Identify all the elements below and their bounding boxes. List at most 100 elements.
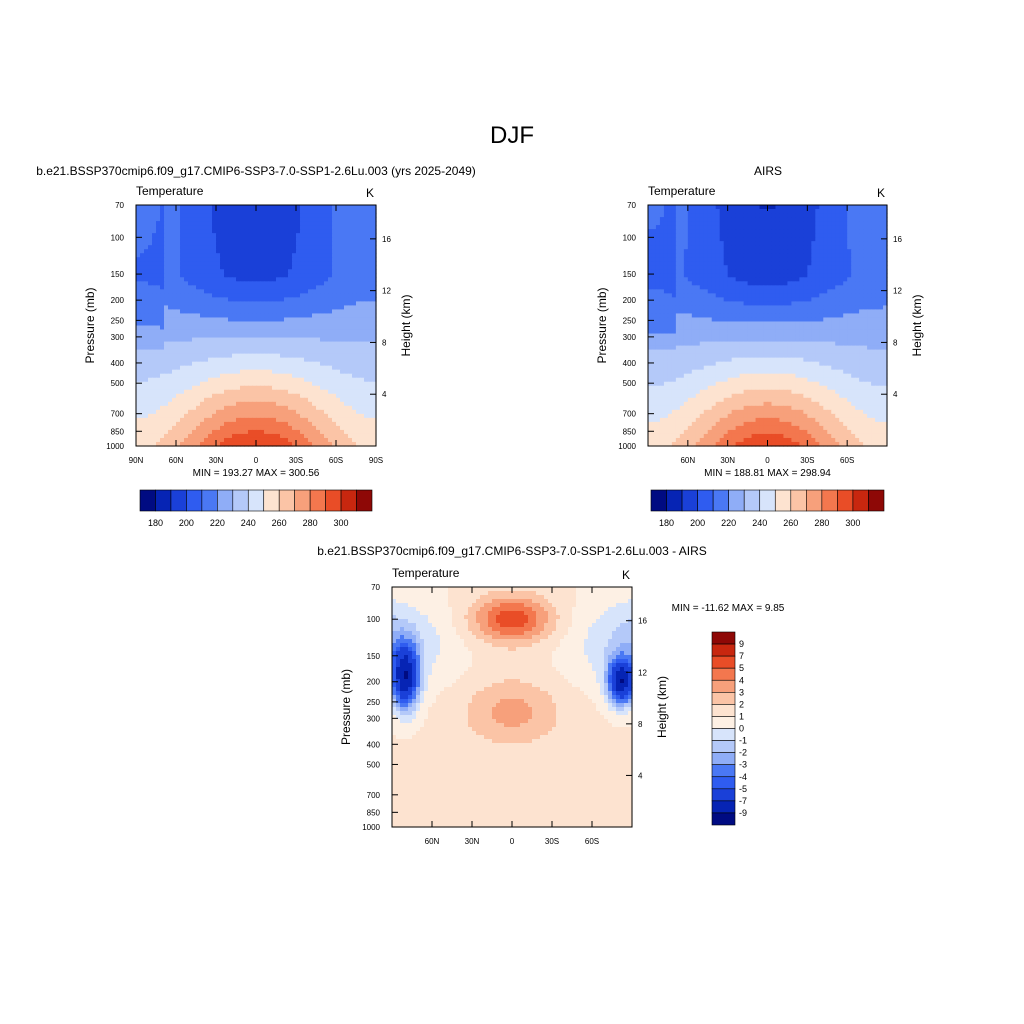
field-cell xyxy=(172,333,177,339)
field-cell xyxy=(867,257,872,262)
field-cell xyxy=(328,333,333,339)
field-cell xyxy=(859,249,864,254)
field-cell xyxy=(160,373,165,379)
field-cell xyxy=(340,405,345,411)
field-cell xyxy=(168,341,173,347)
field-cell xyxy=(356,413,361,419)
field-cell xyxy=(368,433,373,439)
field-cell xyxy=(687,253,693,258)
field-cell xyxy=(360,277,365,282)
field-cell xyxy=(192,425,197,431)
field-cell xyxy=(140,205,145,210)
field-cell xyxy=(204,329,209,335)
field-cell xyxy=(687,265,693,270)
field-cell xyxy=(216,309,221,315)
field-cell xyxy=(356,389,361,395)
field-cell xyxy=(340,221,345,226)
field-cell xyxy=(268,429,273,435)
field-cell xyxy=(140,337,145,343)
field-cell xyxy=(204,245,209,250)
field-cell xyxy=(304,221,309,226)
field-cell xyxy=(232,293,237,298)
field-cell xyxy=(356,429,361,435)
field-cell xyxy=(196,401,201,407)
field-cell xyxy=(715,233,721,238)
field-cell xyxy=(268,361,273,367)
field-cell xyxy=(711,233,717,238)
field-cell xyxy=(284,421,289,427)
field-cell xyxy=(344,241,349,246)
field-cell xyxy=(272,277,277,282)
field-cell xyxy=(256,237,261,242)
field-cell xyxy=(248,421,253,427)
field-cell xyxy=(300,365,305,371)
field-cell xyxy=(328,277,333,282)
field-cell xyxy=(356,245,361,250)
field-cell xyxy=(232,257,237,262)
field-cell xyxy=(364,257,369,262)
field-cell xyxy=(300,281,305,286)
field-cell xyxy=(308,429,313,435)
field-cell xyxy=(200,433,205,439)
field-cell xyxy=(220,369,225,375)
field-cell xyxy=(332,301,337,307)
field-cell xyxy=(220,261,225,266)
field-cell xyxy=(148,217,153,222)
field-cell xyxy=(807,281,812,286)
field-cell xyxy=(256,417,261,423)
y2-axis-label: Height (km) xyxy=(399,294,413,356)
field-cell xyxy=(164,397,169,403)
field-cell xyxy=(316,217,321,222)
field-cell xyxy=(160,273,165,278)
field-cell xyxy=(276,405,281,411)
field-cell xyxy=(148,433,153,439)
field-cell xyxy=(284,305,289,311)
field-cell xyxy=(244,237,249,242)
field-cell xyxy=(232,389,237,395)
field-cell xyxy=(867,205,872,210)
field-cell xyxy=(196,397,201,403)
field-cell xyxy=(336,309,341,315)
field-cell xyxy=(172,253,177,258)
field-cell xyxy=(667,289,673,294)
field-cell xyxy=(216,265,221,270)
field-cell xyxy=(212,373,217,379)
field-cell xyxy=(288,261,293,266)
field-cell xyxy=(212,229,217,234)
field-cell xyxy=(148,437,153,443)
field-cell xyxy=(232,437,237,443)
field-cell xyxy=(372,381,377,387)
field-cell xyxy=(208,253,213,258)
field-cell xyxy=(164,261,169,266)
field-cell xyxy=(140,357,145,363)
field-cell xyxy=(196,357,201,363)
field-cell xyxy=(284,249,289,254)
field-cell xyxy=(240,305,245,311)
field-cell xyxy=(348,381,353,387)
field-cell xyxy=(284,309,289,315)
field-cell xyxy=(648,233,653,238)
field-cell xyxy=(344,421,349,427)
field-cell xyxy=(831,265,836,270)
field-cell xyxy=(252,245,257,250)
field-cell xyxy=(340,205,345,210)
field-cell xyxy=(835,289,840,294)
field-cell xyxy=(352,373,357,379)
field-cell xyxy=(815,265,820,270)
field-cell xyxy=(719,285,725,290)
field-cell xyxy=(368,413,373,419)
field-cell xyxy=(280,301,285,307)
field-cell xyxy=(268,317,273,323)
field-cell xyxy=(160,305,165,311)
field-cell xyxy=(292,217,297,222)
field-cell xyxy=(296,325,301,331)
field-cell xyxy=(811,213,816,218)
field-cell xyxy=(172,301,177,307)
field-cell xyxy=(304,441,309,447)
field-cell xyxy=(216,209,221,214)
field-cell xyxy=(655,209,661,214)
field-cell xyxy=(280,205,285,210)
field-cell xyxy=(184,269,189,274)
field-cell xyxy=(208,249,213,254)
field-cell xyxy=(364,341,369,347)
